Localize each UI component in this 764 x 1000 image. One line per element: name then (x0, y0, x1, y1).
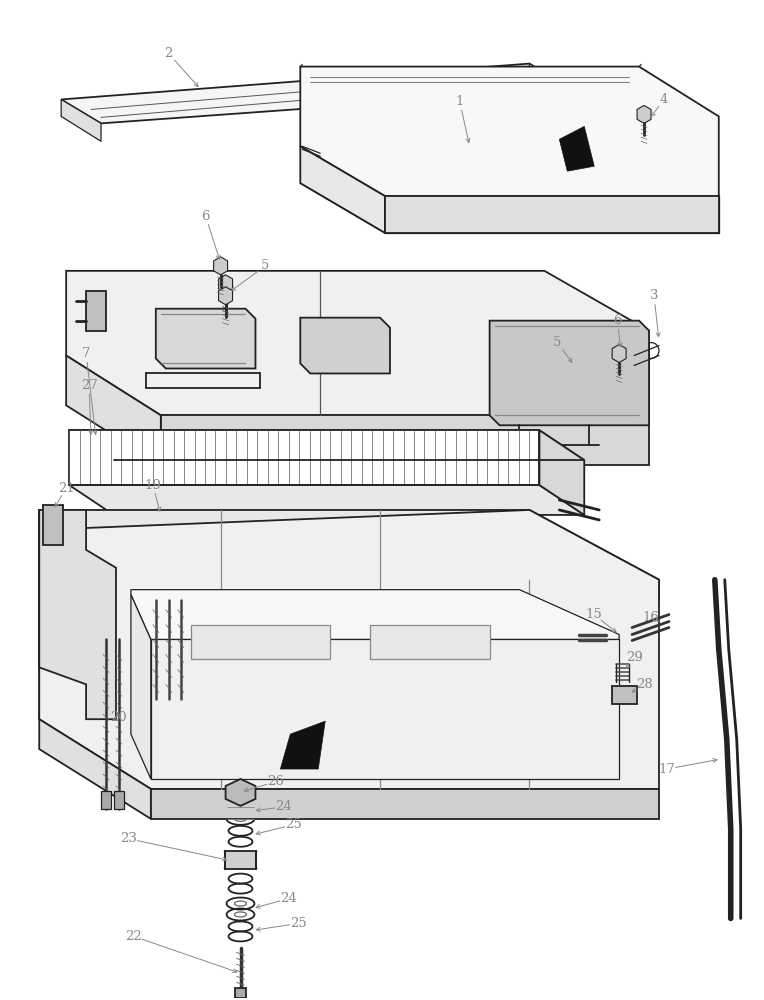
Polygon shape (214, 257, 228, 275)
Text: 19: 19 (144, 479, 161, 492)
Polygon shape (66, 271, 649, 415)
Polygon shape (370, 625, 490, 659)
Polygon shape (131, 590, 619, 639)
Polygon shape (44, 505, 63, 545)
Polygon shape (151, 639, 619, 779)
Polygon shape (160, 415, 649, 465)
Polygon shape (385, 196, 719, 233)
Polygon shape (69, 430, 584, 460)
Polygon shape (300, 318, 390, 373)
Polygon shape (39, 530, 151, 789)
Polygon shape (156, 309, 255, 368)
Polygon shape (61, 64, 571, 123)
Polygon shape (559, 126, 594, 171)
Polygon shape (529, 64, 571, 107)
Text: 7: 7 (82, 347, 90, 360)
Polygon shape (101, 791, 111, 809)
Polygon shape (612, 345, 626, 363)
Polygon shape (637, 105, 651, 123)
Text: 5: 5 (553, 336, 562, 349)
Polygon shape (219, 287, 232, 305)
Polygon shape (61, 99, 101, 141)
Text: 28: 28 (636, 678, 652, 691)
Text: 2: 2 (164, 47, 173, 60)
Polygon shape (490, 321, 649, 425)
Text: 15: 15 (586, 608, 603, 621)
Polygon shape (191, 625, 330, 659)
Polygon shape (69, 430, 539, 485)
Text: 29: 29 (626, 651, 643, 664)
Text: 22: 22 (125, 930, 142, 943)
Polygon shape (131, 595, 151, 779)
Text: 4: 4 (660, 93, 668, 106)
Polygon shape (300, 146, 385, 233)
Text: 27: 27 (81, 379, 98, 392)
Polygon shape (280, 721, 325, 769)
Text: 3: 3 (649, 289, 659, 302)
Text: 25: 25 (290, 917, 306, 930)
Polygon shape (114, 791, 124, 809)
Text: 6: 6 (202, 210, 210, 223)
Text: 20: 20 (111, 711, 128, 724)
Polygon shape (235, 988, 247, 998)
Polygon shape (39, 510, 116, 719)
Polygon shape (612, 686, 637, 704)
Polygon shape (300, 67, 719, 196)
Polygon shape (225, 779, 255, 806)
Polygon shape (69, 485, 584, 515)
Text: 6: 6 (613, 314, 621, 327)
Text: 1: 1 (455, 95, 464, 108)
Text: 25: 25 (285, 818, 302, 831)
Polygon shape (225, 851, 257, 869)
Polygon shape (86, 291, 106, 331)
Polygon shape (39, 510, 659, 600)
Polygon shape (539, 430, 584, 515)
Polygon shape (39, 719, 151, 819)
Text: 16: 16 (643, 611, 659, 624)
Text: 24: 24 (275, 800, 292, 813)
Text: 17: 17 (659, 763, 675, 776)
Polygon shape (219, 275, 232, 293)
Polygon shape (151, 789, 659, 819)
Text: 5: 5 (261, 259, 270, 272)
Text: 26: 26 (267, 775, 284, 788)
Polygon shape (66, 356, 160, 465)
Polygon shape (39, 510, 659, 789)
Text: 24: 24 (280, 892, 296, 905)
Text: 23: 23 (121, 832, 138, 845)
Text: 21: 21 (58, 482, 75, 495)
